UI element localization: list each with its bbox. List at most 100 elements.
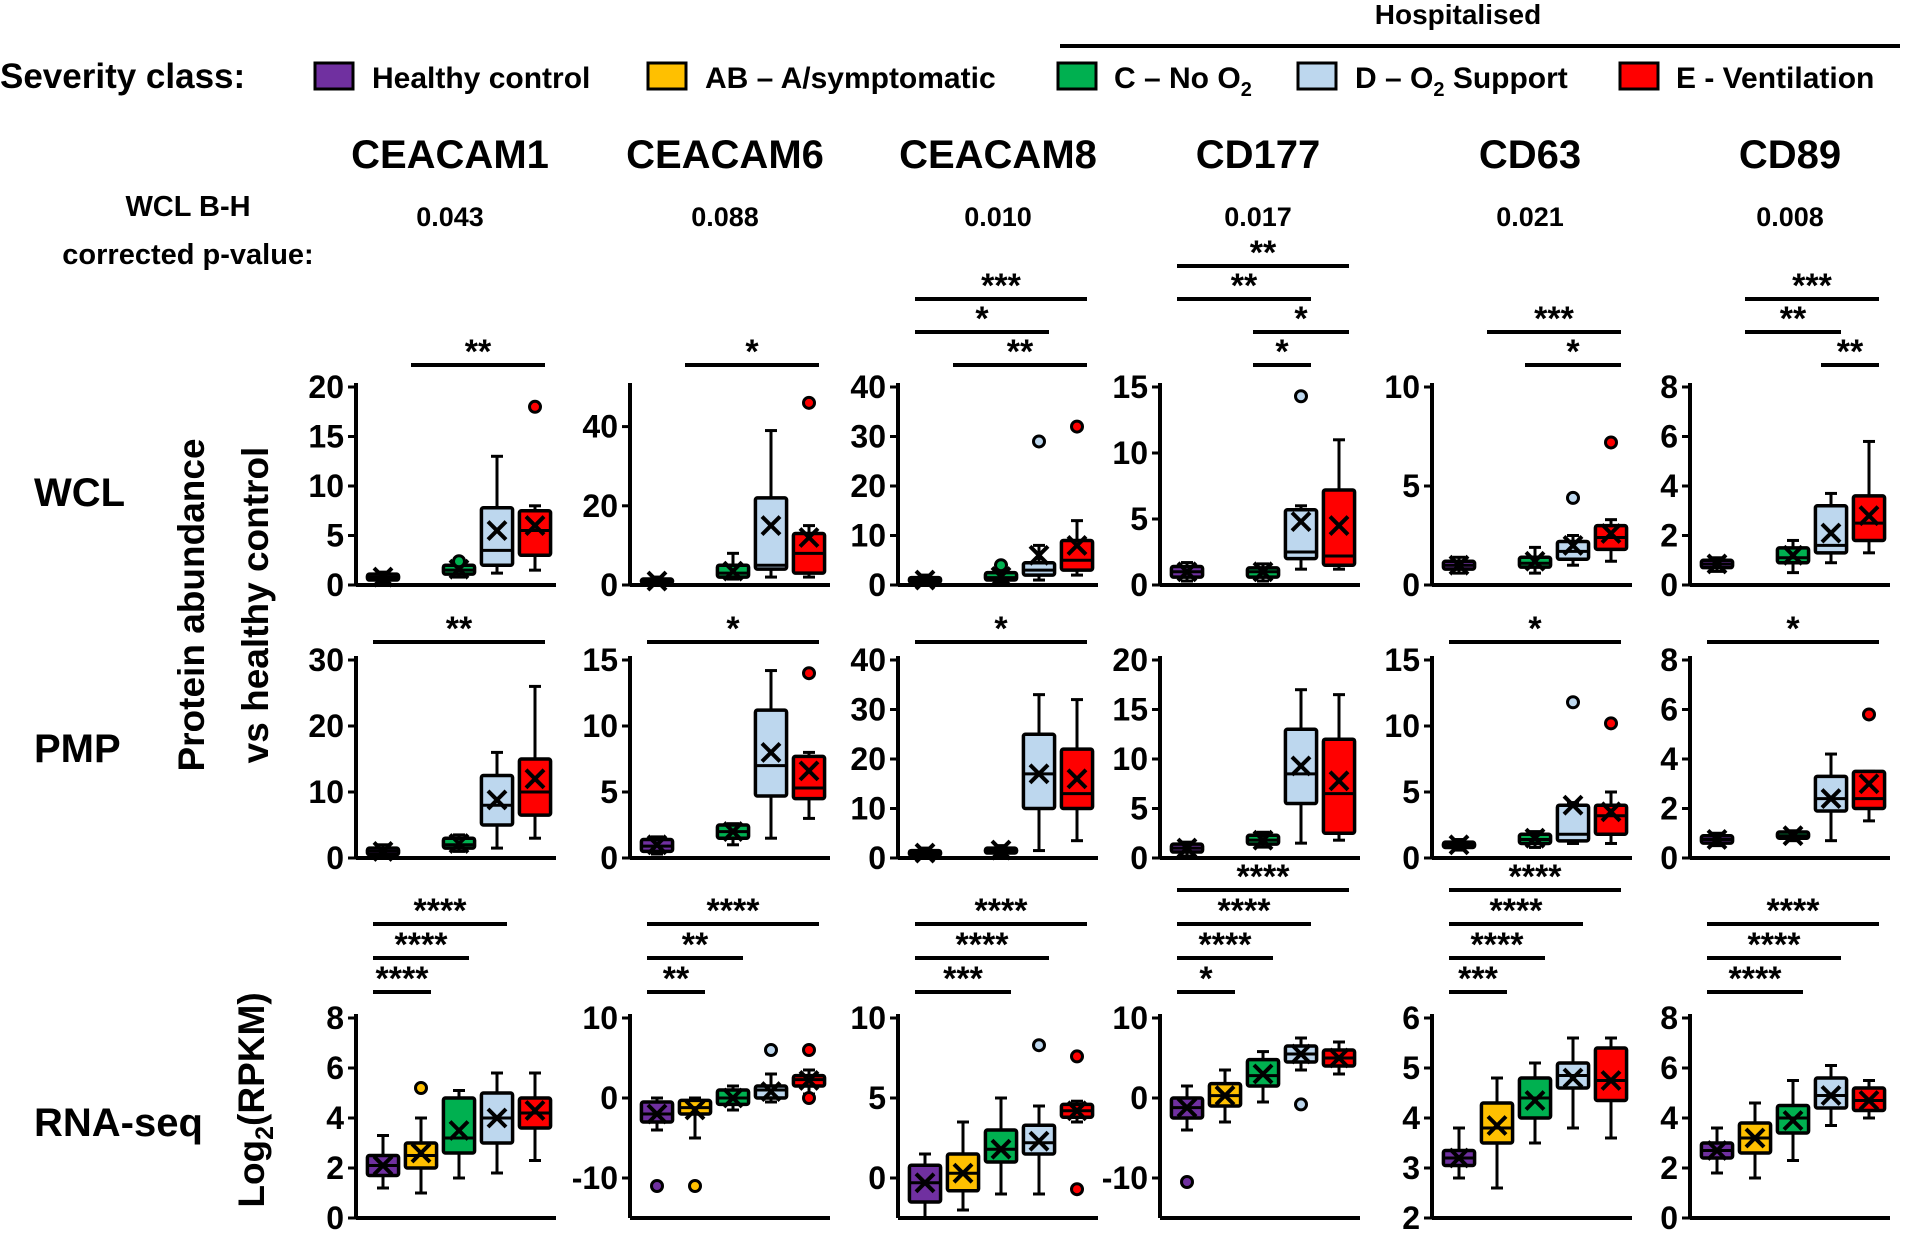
y-tick-label: 5 bbox=[1402, 1050, 1420, 1086]
mean-marker bbox=[1028, 1130, 1050, 1152]
box-group-0 bbox=[639, 570, 675, 592]
significance-label: * bbox=[994, 610, 1008, 648]
mean-marker bbox=[1782, 544, 1804, 566]
y-tick-label: 10 bbox=[850, 518, 886, 554]
significance-label: **** bbox=[376, 960, 430, 998]
box-group-4 bbox=[1321, 1040, 1357, 1076]
box-group-3 bbox=[1813, 491, 1849, 565]
y-tick-label: 15 bbox=[1384, 642, 1420, 678]
y-tick-label: 6 bbox=[326, 1050, 344, 1086]
box-group-3 bbox=[1813, 752, 1849, 843]
box-group-4 bbox=[517, 399, 553, 572]
significance-label: **** bbox=[1729, 960, 1783, 998]
box-group-2 bbox=[441, 554, 477, 580]
box-group-2 bbox=[1517, 545, 1553, 575]
outlier-point bbox=[452, 554, 466, 569]
significance-label: **** bbox=[1199, 926, 1253, 964]
box-group-3 bbox=[1555, 695, 1591, 845]
y-tick-label: 40 bbox=[850, 642, 886, 678]
box-group-3 bbox=[1555, 1036, 1591, 1130]
box-group-3 bbox=[1021, 1038, 1057, 1196]
significance-label: ** bbox=[446, 610, 473, 648]
significance-label: * bbox=[975, 300, 989, 338]
y-tick-label: 15 bbox=[308, 419, 344, 455]
mean-marker bbox=[372, 840, 394, 862]
mean-marker bbox=[990, 839, 1012, 861]
significance-label: ** bbox=[465, 333, 492, 371]
box-group-4 bbox=[1059, 698, 1095, 843]
box-group-0 bbox=[1441, 554, 1477, 576]
significance-label: * bbox=[726, 610, 740, 648]
y-tick-label: 0 bbox=[600, 1080, 618, 1116]
box-group-3 bbox=[753, 669, 789, 840]
significance-label: **** bbox=[975, 892, 1029, 930]
mean-marker bbox=[1214, 1085, 1236, 1107]
y-tick-label: 3 bbox=[1402, 1150, 1420, 1186]
significance-label: * bbox=[1275, 333, 1289, 371]
mean-marker bbox=[1820, 522, 1842, 544]
y-tick-label: 0 bbox=[1130, 840, 1148, 876]
mean-marker bbox=[1448, 834, 1470, 856]
row-label-wcl: WCL bbox=[34, 471, 125, 515]
legend-swatch-ventilation bbox=[1618, 61, 1660, 91]
y-tick-label: 2 bbox=[1660, 1150, 1678, 1186]
y-tick-label: 20 bbox=[850, 741, 886, 777]
significance-label: *** bbox=[1534, 300, 1574, 338]
mean-marker bbox=[524, 515, 546, 537]
y-tick-label: 4 bbox=[1660, 1100, 1678, 1136]
y-tick-label: 6 bbox=[1660, 692, 1678, 728]
mean-marker bbox=[1600, 1070, 1622, 1091]
mean-marker bbox=[486, 1107, 508, 1129]
mean-marker bbox=[760, 1081, 782, 1103]
y-tick-label: 10 bbox=[1384, 369, 1420, 405]
box-group-2 bbox=[1245, 829, 1281, 851]
box-group-0 bbox=[1699, 829, 1735, 850]
box-group-4 bbox=[517, 684, 553, 840]
mean-marker bbox=[684, 1099, 706, 1121]
box-group-4 bbox=[791, 1043, 827, 1105]
y-tick-label: 2 bbox=[1402, 1200, 1420, 1236]
mean-marker bbox=[1858, 773, 1880, 795]
mean-marker bbox=[1176, 561, 1198, 583]
gene-header-cd89: CD89 bbox=[1739, 133, 1841, 177]
y-tick-label: 30 bbox=[850, 419, 886, 455]
y-tick-label: 6 bbox=[1660, 419, 1678, 455]
legend-label-no-o2: C – No O2 bbox=[1114, 62, 1252, 101]
panel-wcl-cd63: 0 5 10 **** bbox=[1384, 300, 1632, 603]
mean-marker bbox=[1028, 763, 1050, 785]
significance-label: ** bbox=[1231, 267, 1258, 305]
mean-marker bbox=[1562, 794, 1584, 816]
panel-pmp-cd63: 0 5 10 15 * bbox=[1384, 610, 1632, 876]
box-group-3 bbox=[479, 454, 515, 575]
significance-label: **** bbox=[1767, 892, 1821, 930]
box-group-0 bbox=[1441, 834, 1477, 856]
mean-marker bbox=[1600, 523, 1622, 544]
box-group-1 bbox=[403, 1081, 439, 1195]
box bbox=[479, 506, 515, 567]
pvalue-cd177: 0.017 bbox=[1224, 202, 1292, 232]
y-tick-label: 10 bbox=[1112, 741, 1148, 777]
y-tick-label: 6 bbox=[1402, 1000, 1420, 1036]
legend-label-o2-support: D – O2 Support bbox=[1355, 62, 1568, 101]
outlier-point bbox=[994, 558, 1008, 573]
ylabel-protein-line2: vs healthy control bbox=[235, 447, 276, 764]
outlier-point bbox=[1294, 1097, 1308, 1112]
y-tick-label: 0 bbox=[326, 1200, 344, 1236]
mean-marker bbox=[1524, 827, 1546, 849]
significance-label: * bbox=[745, 333, 759, 371]
y-tick-label: 0 bbox=[1660, 1200, 1678, 1236]
box-group-1 bbox=[1737, 1101, 1773, 1180]
mean-marker bbox=[1066, 768, 1088, 790]
y-tick-label: -10 bbox=[1102, 1160, 1148, 1196]
y-tick-label: 8 bbox=[1660, 1000, 1678, 1036]
box-group-0 bbox=[1169, 1084, 1205, 1189]
y-tick-label: 5 bbox=[1402, 774, 1420, 810]
legend: Severity class: Hospitalised Healthy con… bbox=[0, 0, 1900, 101]
mean-marker bbox=[1176, 837, 1198, 859]
y-tick-label: 4 bbox=[1660, 741, 1678, 777]
outlier-point bbox=[802, 666, 816, 681]
box-group-2 bbox=[1517, 1061, 1553, 1145]
y-tick-label: 5 bbox=[1130, 791, 1148, 827]
panel-wcl-ceacam1: 0 5 10 15 20 ** bbox=[308, 333, 556, 603]
